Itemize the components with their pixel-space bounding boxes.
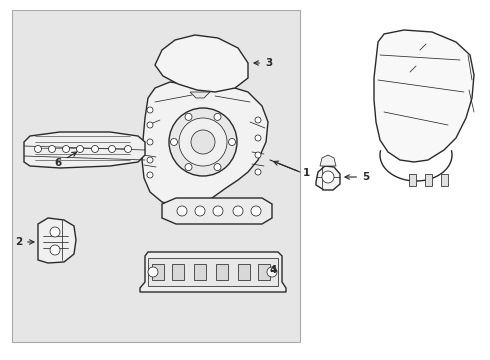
Circle shape	[124, 145, 131, 153]
Bar	[194, 264, 206, 280]
Polygon shape	[140, 252, 286, 292]
Circle shape	[63, 145, 70, 153]
Polygon shape	[374, 30, 474, 162]
Bar	[441, 174, 448, 186]
Polygon shape	[24, 132, 145, 168]
Circle shape	[251, 206, 261, 216]
Circle shape	[195, 206, 205, 216]
Circle shape	[147, 157, 153, 163]
Text: 6: 6	[55, 152, 76, 168]
Circle shape	[185, 163, 192, 171]
Circle shape	[191, 130, 215, 154]
Circle shape	[322, 171, 334, 183]
Circle shape	[171, 139, 177, 145]
Polygon shape	[162, 198, 272, 224]
Circle shape	[108, 145, 116, 153]
Bar	[12, 10, 300, 342]
Circle shape	[255, 169, 261, 175]
Polygon shape	[316, 166, 340, 190]
Circle shape	[92, 145, 98, 153]
Bar	[172, 264, 184, 280]
Polygon shape	[142, 82, 268, 206]
Bar	[152, 264, 164, 280]
Text: 5: 5	[345, 172, 369, 182]
Polygon shape	[320, 155, 336, 166]
Circle shape	[147, 139, 153, 145]
Circle shape	[147, 172, 153, 178]
Bar	[238, 264, 250, 280]
Circle shape	[228, 139, 236, 145]
Bar	[425, 174, 432, 186]
Circle shape	[76, 145, 83, 153]
Circle shape	[214, 113, 221, 120]
Circle shape	[177, 206, 187, 216]
Circle shape	[185, 113, 192, 120]
Text: 4: 4	[270, 265, 277, 275]
Text: 1: 1	[303, 168, 310, 178]
Circle shape	[233, 206, 243, 216]
Text: 3: 3	[254, 58, 272, 68]
Circle shape	[213, 206, 223, 216]
Circle shape	[214, 163, 221, 171]
Circle shape	[267, 267, 277, 277]
Bar	[409, 174, 416, 186]
Bar	[216, 264, 228, 280]
Circle shape	[49, 145, 55, 153]
Circle shape	[50, 245, 60, 255]
Circle shape	[147, 122, 153, 128]
Circle shape	[255, 152, 261, 158]
Circle shape	[50, 227, 60, 237]
Polygon shape	[148, 258, 278, 286]
Circle shape	[179, 118, 227, 166]
Circle shape	[169, 108, 237, 176]
Text: 2: 2	[15, 237, 34, 247]
Polygon shape	[155, 35, 248, 92]
Circle shape	[148, 267, 158, 277]
Circle shape	[255, 117, 261, 123]
Polygon shape	[190, 92, 210, 98]
Circle shape	[147, 107, 153, 113]
Circle shape	[255, 135, 261, 141]
Bar	[258, 264, 270, 280]
Circle shape	[34, 145, 42, 153]
Polygon shape	[38, 218, 76, 263]
